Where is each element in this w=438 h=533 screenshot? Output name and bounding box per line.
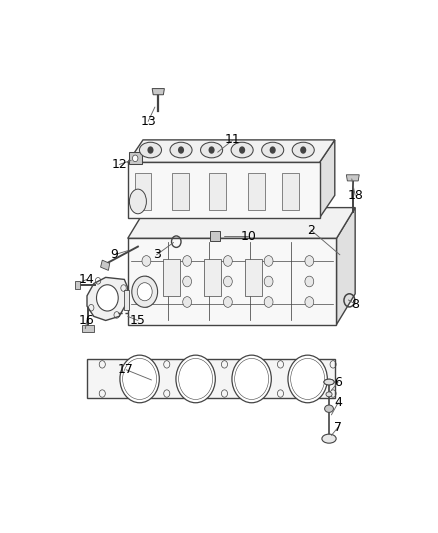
Circle shape [223,297,232,308]
Polygon shape [75,281,80,289]
Circle shape [120,355,159,403]
Text: 12: 12 [111,158,127,171]
Polygon shape [101,260,110,270]
Polygon shape [336,207,355,325]
Circle shape [288,355,327,403]
Ellipse shape [261,142,284,158]
Circle shape [183,297,191,308]
Circle shape [300,147,306,154]
Text: 17: 17 [118,363,134,376]
Text: 2: 2 [307,224,315,237]
Circle shape [270,147,276,154]
Text: 7: 7 [334,421,342,434]
Ellipse shape [292,142,314,158]
Circle shape [142,256,151,266]
Circle shape [264,276,273,287]
Bar [129,152,141,164]
Ellipse shape [324,379,334,385]
Text: 14: 14 [79,273,95,286]
Ellipse shape [170,142,192,158]
Circle shape [183,256,191,266]
Polygon shape [87,277,128,320]
Text: 3: 3 [153,248,160,261]
Text: 8: 8 [351,297,359,311]
Bar [124,290,130,310]
Ellipse shape [231,142,253,158]
Polygon shape [87,359,335,399]
Circle shape [148,147,154,154]
Circle shape [183,276,191,287]
Text: 15: 15 [130,314,146,327]
Circle shape [137,282,152,301]
Circle shape [264,297,273,308]
Text: 10: 10 [240,230,256,243]
Circle shape [264,256,273,266]
Polygon shape [319,140,335,218]
Bar [163,259,180,296]
Ellipse shape [324,379,334,385]
Bar [172,173,189,209]
Circle shape [223,256,232,266]
Bar [245,259,262,296]
Circle shape [232,355,271,403]
Circle shape [305,256,314,266]
Polygon shape [346,175,359,181]
Circle shape [305,297,314,308]
Circle shape [239,147,245,154]
Text: 6: 6 [334,376,342,389]
Ellipse shape [322,434,336,443]
Polygon shape [128,163,319,218]
Polygon shape [82,325,94,332]
Text: 13: 13 [140,115,156,128]
Text: 11: 11 [225,133,241,147]
Bar [282,173,299,209]
Circle shape [178,147,184,154]
Text: 9: 9 [110,248,118,261]
Ellipse shape [201,142,223,158]
Ellipse shape [129,189,146,214]
Circle shape [208,147,215,154]
Polygon shape [152,88,164,95]
Circle shape [132,276,158,308]
Circle shape [96,285,118,311]
Bar [210,231,220,241]
Circle shape [142,276,151,287]
Text: 16: 16 [79,314,95,327]
Polygon shape [128,238,336,325]
Circle shape [305,276,314,287]
Polygon shape [128,140,335,163]
Ellipse shape [325,405,333,413]
Circle shape [142,297,151,308]
Bar [248,173,265,209]
Polygon shape [128,207,355,238]
Bar [209,173,226,209]
Ellipse shape [139,142,162,158]
Text: 18: 18 [347,189,363,202]
Ellipse shape [326,392,332,397]
Bar [134,173,152,209]
Circle shape [176,355,215,403]
Circle shape [223,276,232,287]
Text: 4: 4 [334,396,342,409]
Circle shape [132,155,138,161]
Bar [204,259,221,296]
